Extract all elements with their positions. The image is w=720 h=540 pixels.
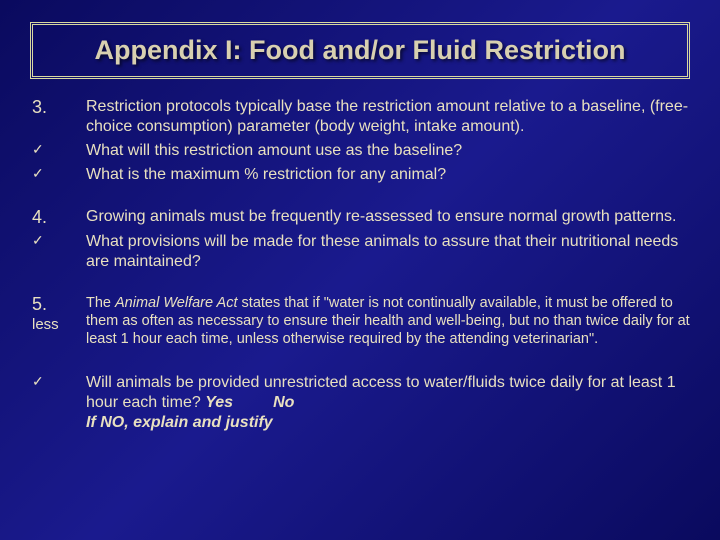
slide: Appendix I: Food and/or Fluid Restrictio… — [0, 0, 720, 540]
text-less-empty — [86, 316, 690, 333]
text-3: Restriction protocols typically base the… — [86, 97, 690, 137]
marker-4: 4. — [30, 207, 86, 228]
text-5a-line2: If NO, explain and justify — [86, 414, 273, 431]
text-3b: What is the maximum % restriction for an… — [86, 165, 690, 185]
item-4a: ✓ What provisions will be made for these… — [30, 232, 690, 272]
item-3a: ✓ What will this restriction amount use … — [30, 141, 690, 161]
text-5a: Will animals be provided unrestricted ac… — [86, 373, 690, 433]
item-5-less: less — [30, 316, 690, 333]
spacer — [30, 189, 690, 207]
text-5a-pre: Will animals be provided unrestricted ac… — [86, 374, 676, 411]
item-4: 4. Growing animals must be frequently re… — [30, 207, 690, 228]
marker-less: less — [30, 316, 86, 333]
item-3: 3. Restriction protocols typically base … — [30, 97, 690, 137]
no-option: No — [273, 394, 294, 411]
text-4a: What provisions will be made for these a… — [86, 232, 690, 272]
check-icon: ✓ — [30, 141, 86, 161]
title-box: Appendix I: Food and/or Fluid Restrictio… — [30, 22, 690, 79]
marker-3: 3. — [30, 97, 86, 137]
text-5-pre: The — [86, 295, 115, 311]
yes-option: Yes — [205, 394, 233, 411]
text-4: Growing animals must be frequently re-as… — [86, 207, 690, 228]
slide-title: Appendix I: Food and/or Fluid Restrictio… — [41, 35, 679, 66]
spacer — [30, 276, 690, 294]
text-5-italic: Animal Welfare Act — [115, 295, 238, 311]
item-5a: ✓ Will animals be provided unrestricted … — [30, 373, 690, 433]
check-icon: ✓ — [30, 165, 86, 185]
yesno-gap — [233, 394, 273, 411]
check-icon: ✓ — [30, 373, 86, 433]
text-3a: What will this restriction amount use as… — [86, 141, 690, 161]
check-icon: ✓ — [30, 232, 86, 272]
item-3b: ✓ What is the maximum % restriction for … — [30, 165, 690, 185]
